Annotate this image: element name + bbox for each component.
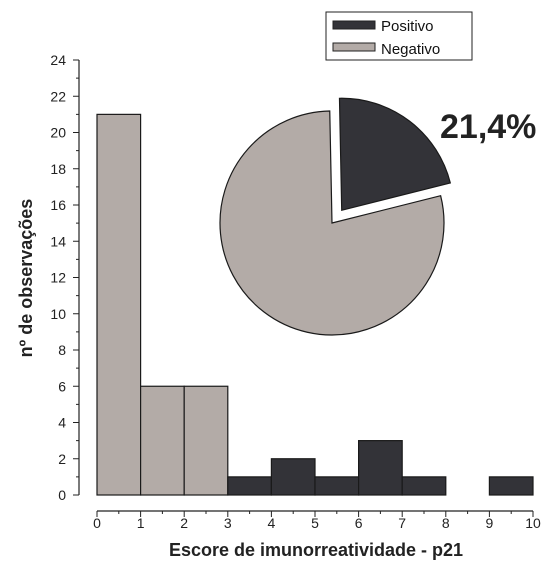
bar-bin-7-8	[401, 476, 447, 496]
legend-label-negativo: Negativo	[381, 41, 440, 58]
bar-bin-6-7	[358, 440, 403, 496]
y-tick-label: 8	[58, 342, 66, 358]
y-tick-label: 2	[58, 451, 66, 467]
legend: Positivo Negativo	[325, 11, 473, 61]
x-tick-label: 4	[268, 515, 276, 531]
x-tick-label: 0	[93, 515, 101, 531]
x-tick-label: 8	[442, 515, 450, 531]
histogram-bars	[96, 113, 534, 496]
legend-label-positivo: Positivo	[381, 18, 434, 35]
y-tick-label: 0	[58, 487, 66, 503]
bar-bin-5-6	[314, 476, 360, 496]
x-tick-label: 6	[355, 515, 363, 531]
y-tick-label: 10	[50, 306, 66, 322]
x-tick-label: 1	[137, 515, 145, 531]
y-tick-label: 4	[58, 415, 66, 431]
pie-slice-positivo	[338, 97, 452, 212]
x-tick-label: 3	[224, 515, 232, 531]
x-tick-label: 2	[180, 515, 188, 531]
x-axis-title: Escore de imunorreatividade - p21	[169, 540, 463, 560]
legend-swatch-positivo	[332, 20, 376, 30]
legend-box	[325, 11, 473, 61]
y-tick-label: 12	[50, 270, 66, 286]
bar-bin-9-10	[488, 476, 534, 496]
x-tick-label: 7	[398, 515, 406, 531]
y-axis-title: nº de observações	[16, 199, 36, 358]
bar-bin-1-2	[140, 385, 185, 496]
y-tick-label: 18	[50, 161, 66, 177]
y-tick-label: 20	[50, 125, 66, 141]
pie-percentage-label: 21,4%	[440, 108, 536, 146]
bar-bin-0-1	[96, 113, 142, 496]
y-tick-label: 6	[58, 378, 66, 394]
legend-swatch-negativo	[332, 42, 376, 52]
bar-bin-4-5	[270, 458, 316, 496]
y-tick-label: 24	[50, 52, 66, 68]
x-tick-label: 5	[311, 515, 319, 531]
x-tick-label: 9	[486, 515, 494, 531]
y-tick-label: 22	[50, 88, 66, 104]
pie-chart	[219, 97, 452, 336]
bar-bin-2-3	[183, 385, 229, 496]
y-tick-label: 16	[50, 197, 66, 213]
y-tick-label: 14	[50, 233, 66, 249]
pie-slice-negativo	[219, 110, 445, 336]
bar-bin-3-4	[227, 476, 273, 496]
x-tick-label: 10	[525, 515, 541, 531]
